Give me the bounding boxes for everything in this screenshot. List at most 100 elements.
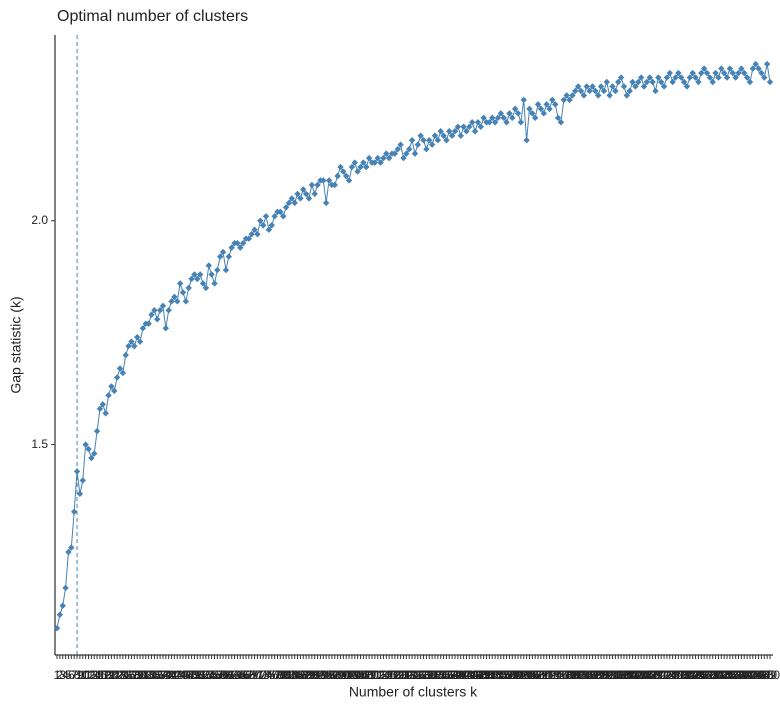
point <box>592 87 599 95</box>
x-tick-label: 249 <box>757 668 777 682</box>
x-tick-label: 238 <box>726 668 746 682</box>
x-tick-label: 161 <box>505 668 525 682</box>
x-tick-label: 34 <box>145 668 159 682</box>
x-tick-label: 200 <box>617 668 637 682</box>
x-tick-label: 149 <box>471 668 491 682</box>
x-tick-label: 7 <box>71 668 78 682</box>
point <box>489 114 496 122</box>
point <box>182 298 190 305</box>
point <box>176 280 184 287</box>
point <box>385 154 393 162</box>
x-tick-label: 125 <box>402 668 422 682</box>
point <box>632 83 639 90</box>
point <box>698 69 705 77</box>
x-tick-label: 222 <box>680 668 700 682</box>
point <box>125 342 132 350</box>
x-tick-label: 121 <box>391 668 411 682</box>
point <box>371 159 379 166</box>
x-tick-label: 115 <box>374 668 393 682</box>
x-tick-label: 24 <box>116 668 130 682</box>
x-tick-label: 198 <box>611 668 631 682</box>
x-tick-label: 226 <box>691 668 711 682</box>
point <box>537 105 545 113</box>
x-tick-label: 58 <box>214 668 228 682</box>
point <box>374 154 381 162</box>
x-tick-label: 45 <box>176 668 190 682</box>
x-tick-label: 29 <box>130 668 144 682</box>
point <box>460 123 467 130</box>
point <box>692 74 699 81</box>
x-tick-label: 146 <box>462 668 482 682</box>
point <box>626 87 633 95</box>
x-tick-label: 220 <box>674 668 694 682</box>
x-tick-label: 223 <box>683 668 703 682</box>
x-tick-label: 55 <box>205 668 219 682</box>
point <box>102 410 109 417</box>
x-tick-label: 218 <box>668 668 688 682</box>
point <box>655 74 662 81</box>
point <box>408 136 416 144</box>
point <box>712 69 719 77</box>
x-tick-label: 15 <box>90 668 104 682</box>
point <box>331 181 338 189</box>
point <box>451 128 459 135</box>
point <box>291 199 298 207</box>
x-tick-label: 69 <box>245 668 259 682</box>
point <box>417 132 424 139</box>
x-tick-label: 110 <box>360 668 379 682</box>
point <box>706 74 714 81</box>
x-tick-label: 18 <box>99 668 113 682</box>
point <box>732 74 739 81</box>
point <box>469 119 476 126</box>
x-tick-label: 96 <box>322 668 336 682</box>
point <box>428 141 436 148</box>
x-tick-label: 182 <box>565 668 585 682</box>
point <box>194 275 201 283</box>
point <box>400 154 407 162</box>
x-tick-label: 83 <box>285 668 299 682</box>
x-tick-label: 225 <box>688 668 708 682</box>
x-tick-label: 138 <box>439 668 459 682</box>
point <box>234 239 241 247</box>
x-tick-label: 236 <box>720 668 740 682</box>
y-tick-label: 2.0 <box>31 213 48 227</box>
point <box>151 307 158 314</box>
point <box>62 584 69 592</box>
point <box>606 92 613 99</box>
x-tick-label: 134 <box>428 668 448 682</box>
point <box>683 83 691 90</box>
x-tick-label: 19 <box>102 668 116 682</box>
x-tick-label: 43 <box>171 668 185 682</box>
point <box>354 168 361 175</box>
x-tick-label: 162 <box>508 668 528 682</box>
point <box>165 307 172 314</box>
x-tick-label: 143 <box>454 668 474 682</box>
x-tick-label: 184 <box>571 668 591 682</box>
x-tick-label: 140 <box>445 668 465 682</box>
point <box>363 163 370 171</box>
point <box>282 204 290 211</box>
point <box>680 78 688 86</box>
point <box>540 110 547 117</box>
x-tick-label: 106 <box>348 668 368 682</box>
point <box>271 213 278 220</box>
x-tick-label: 67 <box>239 668 253 682</box>
point <box>82 441 89 448</box>
x-tick-label: 49 <box>188 668 202 682</box>
point <box>574 83 582 90</box>
point <box>131 342 138 350</box>
x-tick-label: 191 <box>591 668 611 682</box>
x-tick-label: 151 <box>477 668 497 682</box>
x-tick-label: 79 <box>274 668 288 682</box>
chart-title: Optimal number of clusters <box>57 8 248 25</box>
x-tick-label: 130 <box>416 668 436 682</box>
point <box>179 289 187 296</box>
point <box>414 141 421 148</box>
x-tick-label: 219 <box>671 668 691 682</box>
point <box>735 69 742 77</box>
point <box>491 119 499 126</box>
x-tick-label: 247 <box>751 668 771 682</box>
point <box>345 177 353 184</box>
x-tick-label: 137 <box>436 668 456 682</box>
x-tick-label: 197 <box>608 668 628 682</box>
